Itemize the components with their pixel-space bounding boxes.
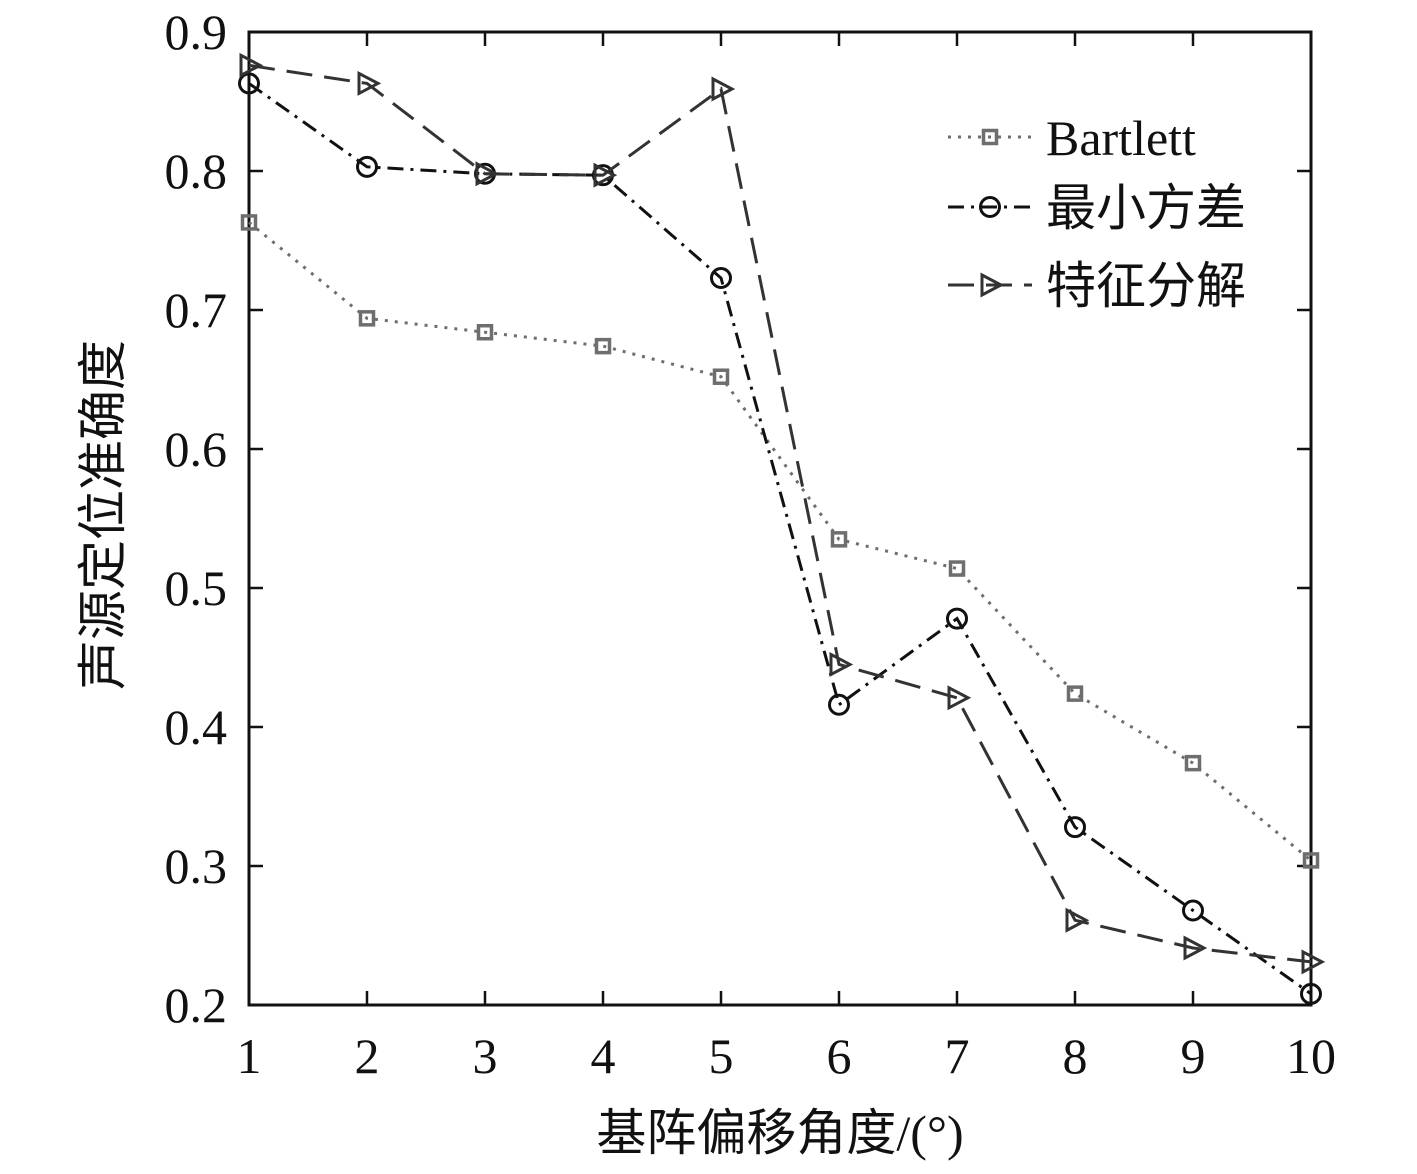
- data-point: [358, 310, 376, 327]
- x-tick-label: 3: [473, 1028, 498, 1084]
- x-tick-label: 8: [1063, 1028, 1088, 1084]
- series-3: [239, 52, 1326, 975]
- data-point: [829, 651, 854, 677]
- data-point: [712, 368, 730, 385]
- data-point: [1066, 685, 1084, 702]
- data-point: [1184, 754, 1202, 772]
- y-axis-title: 声源定位准确度: [75, 340, 131, 690]
- x-tick-label: 5: [709, 1028, 734, 1084]
- data-point: [593, 162, 618, 188]
- data-point: [240, 214, 258, 231]
- legend-entry: 特征分解: [948, 258, 1246, 314]
- data-point: [1182, 899, 1204, 922]
- y-tick-label: 0.2: [165, 977, 228, 1033]
- data-point: [594, 337, 612, 355]
- data-point: [1300, 982, 1322, 1005]
- data-point: [1302, 852, 1320, 869]
- data-point: [475, 161, 500, 187]
- data-point: [948, 560, 966, 577]
- legend-label: Bartlett: [1046, 110, 1196, 166]
- data-point: [830, 531, 848, 548]
- data-point: [357, 70, 382, 96]
- plot-area-frame: [247, 30, 1313, 1007]
- data-point: [710, 267, 732, 290]
- series-line: [248, 221, 1312, 862]
- x-axis-title: 基阵偏移角度/(°): [596, 1105, 963, 1161]
- x-tick-label: 9: [1181, 1028, 1206, 1084]
- series-line: [248, 63, 1312, 964]
- y-tick-label: 0.5: [165, 560, 228, 616]
- y-tick-label: 0.8: [165, 143, 228, 199]
- data-point: [946, 607, 968, 630]
- series-2: [238, 72, 1322, 1005]
- data-point: [828, 693, 850, 716]
- x-tick-label: 4: [591, 1028, 616, 1084]
- series-line: [248, 82, 1312, 996]
- data-point: [239, 52, 264, 78]
- y-tick-label: 0.6: [165, 421, 228, 477]
- legend-marker: [979, 196, 1001, 218]
- data-point: [238, 72, 260, 95]
- x-tick-label: 10: [1286, 1028, 1336, 1084]
- data-point: [1065, 907, 1090, 933]
- data-point: [1183, 935, 1208, 961]
- data-point: [711, 76, 736, 102]
- legend-marker: [980, 272, 1005, 298]
- data-point: [476, 323, 494, 341]
- data-point: [1064, 816, 1086, 839]
- legend-label: 最小方差: [1046, 180, 1246, 236]
- legend-entry: 最小方差: [948, 180, 1246, 236]
- data-point: [947, 685, 972, 711]
- x-tick-label: 6: [827, 1028, 852, 1084]
- y-tick-label: 0.9: [165, 4, 228, 60]
- x-tick-label: 2: [355, 1028, 380, 1084]
- x-tick-label: 1: [237, 1028, 262, 1084]
- y-tick-label: 0.4: [165, 699, 228, 755]
- data-point: [356, 155, 378, 178]
- legend-entry: Bartlett: [948, 110, 1196, 166]
- y-tick-label: 0.7: [165, 282, 228, 338]
- data-point: [1301, 949, 1326, 975]
- x-tick-label: 7: [945, 1028, 970, 1084]
- y-tick-label: 0.3: [165, 838, 228, 894]
- series-1: [240, 214, 1320, 869]
- legend-marker: [981, 128, 999, 146]
- legend-label: 特征分解: [1046, 258, 1246, 314]
